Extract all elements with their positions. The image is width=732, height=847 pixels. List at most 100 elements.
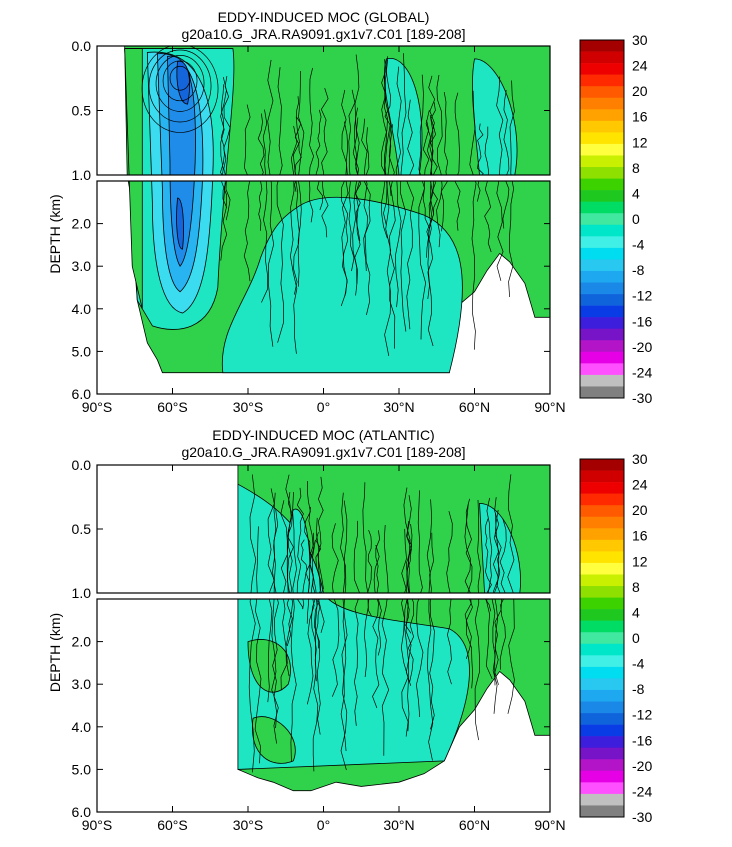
colorbar-cell — [580, 678, 624, 691]
contour-line — [399, 53, 407, 332]
colorbar-label: 24 — [632, 58, 648, 74]
x-tick-label: 90°N — [534, 399, 565, 415]
colorbar-label: 30 — [632, 32, 648, 48]
contour-line — [304, 480, 311, 624]
contour-line — [384, 56, 392, 197]
contour-line — [381, 74, 388, 239]
colorbar-cell — [580, 317, 624, 330]
contour-line — [276, 67, 284, 343]
colorbar-cell — [580, 213, 624, 226]
contour-line — [306, 506, 315, 705]
contour-line — [315, 109, 323, 211]
colorbar-label: -20 — [632, 758, 652, 774]
colorbar-label: -12 — [632, 707, 652, 723]
colorbar-cell — [580, 282, 624, 295]
contour-line — [427, 114, 434, 347]
colorbar-cell — [580, 63, 624, 75]
colorbar-cell — [580, 724, 624, 737]
colorbar-cell — [580, 224, 624, 237]
colorbar-label: 8 — [632, 579, 640, 595]
colorbar-cell — [580, 305, 624, 318]
colorbar-cell — [580, 86, 624, 99]
contour-line — [362, 482, 369, 678]
contour-line — [416, 490, 424, 718]
contour-line — [502, 90, 510, 229]
colorbar-cell — [580, 713, 624, 725]
colorbar-frame — [579, 458, 625, 818]
contour-line — [257, 113, 265, 231]
contour-line — [286, 492, 294, 647]
blue-dark-acc — [176, 197, 184, 250]
colorbar-cell — [580, 294, 624, 306]
x-tick-label: 60°S — [157, 817, 188, 833]
colorbar-cell — [580, 351, 624, 364]
y-tick-label: 0.0 — [72, 38, 92, 54]
contour-line — [372, 544, 380, 709]
contour-line — [353, 520, 361, 726]
colorbar-cell — [580, 459, 624, 471]
colorbar-cell — [580, 528, 624, 541]
contour-line — [315, 532, 322, 649]
colorbar-label: 4 — [632, 604, 640, 620]
colorbar-cell — [580, 609, 624, 621]
contour-line — [395, 66, 402, 308]
y-tick-label: 4.0 — [72, 301, 92, 317]
contour-line — [220, 77, 228, 261]
colorbar-cell — [580, 470, 624, 483]
colorbar-cell — [580, 736, 624, 749]
colorbar-cell — [580, 270, 624, 283]
colorbar-label: 20 — [632, 83, 648, 99]
y-tick-label: 0.5 — [72, 103, 92, 119]
colorbar-label: 30 — [632, 451, 648, 467]
contour-ring — [148, 49, 212, 123]
contour-line — [312, 539, 319, 772]
contour-line — [271, 492, 279, 744]
colorbar-cell — [580, 747, 624, 760]
blue-dark-surface — [176, 61, 190, 105]
contour-line — [361, 118, 368, 272]
colorbar-cell — [580, 597, 624, 610]
colorbar-cell — [580, 655, 624, 668]
colorbar-cell — [580, 643, 624, 656]
colorbar-cell — [580, 340, 624, 353]
contour-line — [248, 474, 257, 773]
x-tick-label: 90°S — [82, 399, 113, 415]
colorbar-cell — [580, 493, 624, 506]
y-tick-label: 6.0 — [72, 804, 92, 820]
y-tick-label: 5.0 — [72, 761, 92, 777]
chart-subtitle: g20a10.G_JRA.RA9091.gx1v7.C01 [189-208] — [181, 444, 465, 460]
colorbar-cell — [580, 120, 624, 133]
colorbar-label: 0 — [632, 630, 640, 646]
contour-line — [308, 67, 314, 223]
contour-line — [380, 59, 388, 226]
contour-field — [124, 46, 550, 374]
y-tick-label: 5.0 — [72, 343, 92, 359]
contour-line — [484, 126, 492, 253]
contour-line — [508, 80, 515, 298]
y-tick-label: 1.0 — [72, 585, 92, 601]
colorbar-cell — [580, 190, 624, 202]
colorbar-cell — [580, 374, 624, 387]
contour-line — [352, 54, 360, 284]
colorbar-cell — [580, 516, 624, 529]
colorbar-frame — [579, 39, 625, 399]
x-tick-label: 30°N — [383, 817, 414, 833]
contour-line — [403, 487, 411, 732]
contour-line — [422, 120, 430, 258]
contour-ring — [162, 60, 198, 102]
colorbar-label: -4 — [632, 237, 645, 253]
colorbar-label: -24 — [632, 364, 652, 380]
contour-line — [261, 109, 269, 303]
y-tick-label: 1.0 — [72, 167, 92, 183]
colorbar-cell — [580, 759, 624, 772]
contour-line — [381, 524, 390, 756]
green-patch — [251, 716, 296, 764]
colorbar-cell — [580, 386, 624, 399]
contour-line — [426, 499, 434, 761]
colorbar-label: 16 — [632, 109, 648, 125]
y-axis-label: DEPTH (km) — [47, 613, 63, 692]
green-patch — [247, 639, 291, 693]
colorbar-label: 0 — [632, 211, 640, 227]
contour-line — [388, 124, 396, 349]
colorbar: 30 24 20 16 12 8 4 0 -4 -8 -12 -16 -20 -24 -30 — [579, 32, 652, 406]
